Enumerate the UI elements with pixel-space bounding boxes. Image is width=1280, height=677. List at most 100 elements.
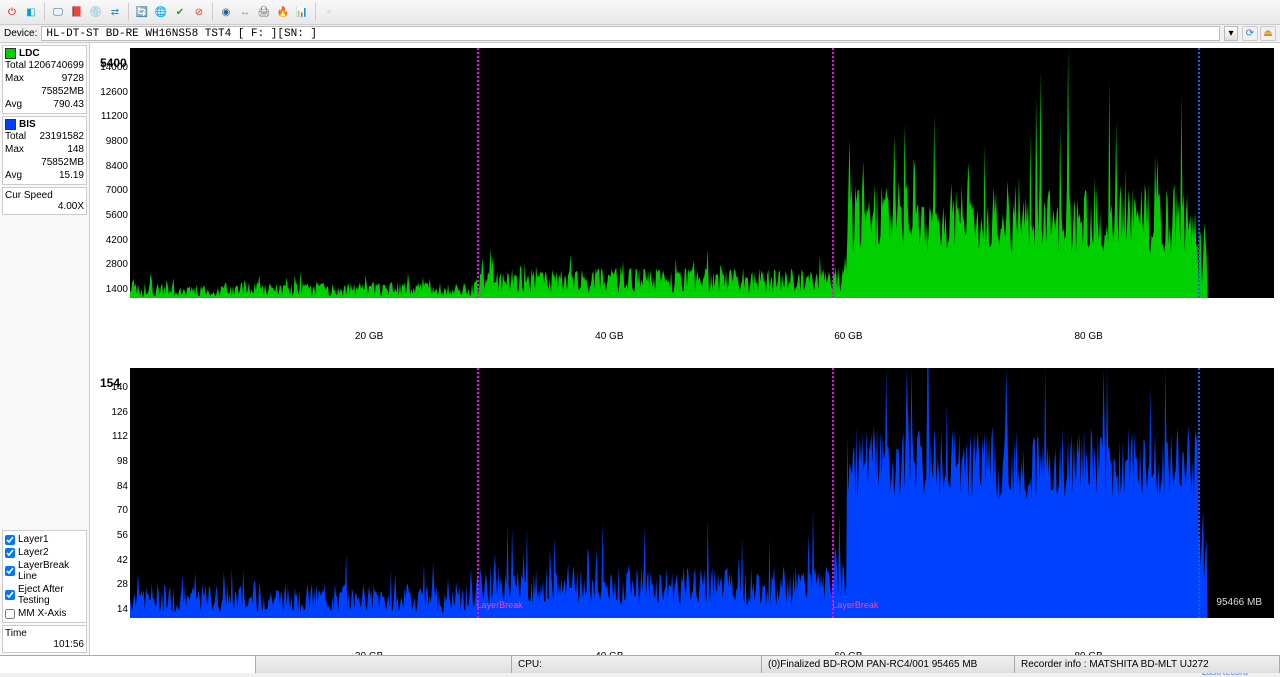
bis-avg: 15.19 — [59, 170, 84, 181]
device-dropdown-icon[interactable]: ▾ — [1224, 26, 1238, 41]
monitor-icon[interactable]: 🖵 — [50, 4, 66, 20]
ytick: 112 — [112, 431, 128, 442]
sidebar: LDC Total1206740699 Max 9728 75852MB Avg 7… — [0, 43, 90, 655]
arrows-icon[interactable]: ↔ — [237, 4, 253, 20]
ytick: 8400 — [106, 161, 128, 172]
bis-chart: 154 14012611298847056422814 LayerBreakLa… — [100, 368, 1274, 668]
ytick: 28 — [117, 579, 128, 590]
ldc-avg-label: Avg — [5, 99, 22, 110]
cpu-label: CPU: — [518, 659, 542, 670]
check-eject-after-testing[interactable]: Eject After Testing — [5, 583, 84, 607]
lastrecord-line — [1198, 368, 1200, 618]
flame-icon[interactable]: 🔥 — [275, 4, 291, 20]
ldc-size: 75852MB — [41, 86, 84, 97]
ldc-plot[interactable] — [130, 48, 1274, 298]
refresh-device-icon[interactable]: ⟳ — [1242, 26, 1258, 41]
bis-yaxis: 14012611298847056422814 — [100, 368, 130, 618]
speed-label: Cur Speed — [5, 190, 84, 201]
ldc-stats: LDC Total1206740699 Max 9728 75852MB Avg 7… — [2, 45, 87, 114]
transfer-icon[interactable]: ⇄ — [107, 4, 123, 20]
layerbreak-label: LayerBreak — [832, 600, 878, 610]
bis-avg-label: Avg — [5, 170, 22, 181]
chart-icon[interactable]: 📊 — [294, 4, 310, 20]
ytick: 14000 — [100, 62, 128, 73]
xtick: 60 GB — [834, 331, 862, 342]
check-icon[interactable]: ✔ — [172, 4, 188, 20]
ytick: 11200 — [101, 111, 128, 122]
ytick: 126 — [111, 407, 128, 418]
xtick: 20 GB — [355, 331, 383, 342]
main: LDC Total1206740699 Max 9728 75852MB Avg 7… — [0, 43, 1280, 655]
charts: 5400 14000126001120098008400700056004200… — [90, 43, 1280, 655]
status-cpu: CPU: — [512, 656, 762, 673]
check-label: Eject After Testing — [18, 584, 84, 606]
check-layerbreak-line[interactable]: LayerBreak Line — [5, 559, 84, 583]
refresh-green-icon[interactable]: 🔄 — [134, 4, 150, 20]
ytick: 7000 — [106, 185, 128, 196]
ytick: 2800 — [106, 259, 128, 270]
ldc-total: 1206740699 — [28, 60, 84, 71]
ytick: 42 — [117, 555, 128, 566]
ldc-name: LDC — [19, 48, 40, 59]
ldc-color-box — [5, 48, 16, 59]
checkbox[interactable] — [5, 609, 15, 619]
globe-icon[interactable]: 🌐 — [153, 4, 169, 20]
circle-blue-icon[interactable]: ◉ — [218, 4, 234, 20]
power-icon[interactable]: ⏻ — [4, 4, 20, 20]
check-mm-x-axis[interactable]: MM X-Axis — [5, 607, 84, 620]
speed-value: 4.00X — [5, 201, 84, 212]
bis-plot[interactable]: LayerBreak LayerBreak 95466 MB — [130, 368, 1274, 618]
book-icon[interactable]: 📕 — [69, 4, 85, 20]
layerbreak-line — [477, 48, 479, 298]
ytick: 1400 — [106, 284, 128, 295]
layerbreak-line — [832, 368, 834, 618]
ytick: 70 — [117, 505, 128, 516]
layerbreak-label: LayerBreak — [477, 600, 523, 610]
checkbox[interactable] — [5, 548, 15, 558]
ldc-max: 9728 — [62, 73, 84, 84]
time-block: Time 101:56 — [2, 625, 87, 653]
checkbox[interactable] — [5, 535, 15, 545]
time-value: 101:56 — [5, 639, 84, 650]
ldc-max-label: Max — [5, 73, 24, 84]
device-field[interactable]: HL-DT-ST BD-RE WH16NS58 TST4 [ F: ][SN: … — [41, 26, 1220, 41]
ldc-avg: 790.43 — [53, 99, 84, 110]
bis-max-label: Max — [5, 144, 24, 155]
ldc-total-label: Total — [5, 60, 26, 71]
checkbox[interactable] — [5, 590, 15, 600]
status-disc-info: (0)Finalized BD-ROM PAN-RC4/001 95465 MB — [762, 656, 1015, 673]
ytick: 56 — [117, 530, 128, 541]
device-label: Device: — [4, 28, 37, 39]
print-icon[interactable]: 🖨 — [256, 4, 272, 20]
cube-icon[interactable]: ◧ — [23, 4, 39, 20]
bis-stats: BIS Total23191582 Max148 75852MB Avg15.1… — [2, 116, 87, 185]
bis-name: BIS — [19, 119, 36, 130]
check-layer1[interactable]: Layer1 — [5, 533, 84, 546]
cancel-icon[interactable]: ⊘ — [191, 4, 207, 20]
check-layer2[interactable]: Layer2 — [5, 546, 84, 559]
ytick: 84 — [117, 481, 128, 492]
device-text: HL-DT-ST BD-RE WH16NS58 TST4 [ F: ][SN: … — [46, 28, 317, 40]
bis-total: 23191582 — [40, 131, 85, 142]
disabled-icon[interactable]: ▫ — [321, 4, 337, 20]
ytick: 4200 — [106, 235, 128, 246]
bis-max: 148 — [67, 144, 84, 155]
toolbar: ⏻◧ 🖵📕💿⇄ 🔄🌐✔⊘ ◉↔🖨🔥📊 ▫ — [0, 0, 1280, 25]
ldc-chart: 5400 14000126001120098008400700056004200… — [100, 48, 1274, 348]
eject-icon[interactable]: ⏏ — [1260, 26, 1276, 41]
checks: Layer1Layer2LayerBreak LineEject After T… — [2, 530, 87, 623]
status-bar: CPU: (0)Finalized BD-ROM PAN-RC4/001 954… — [0, 655, 1280, 673]
layerbreak-line — [832, 48, 834, 298]
time-label: Time — [5, 628, 84, 639]
status-blank — [256, 656, 512, 673]
xtick: 40 GB — [595, 331, 623, 342]
bis-color-box — [5, 119, 16, 130]
disc-icon[interactable]: 💿 — [88, 4, 104, 20]
device-bar: Device: HL-DT-ST BD-RE WH16NS58 TST4 [ F… — [0, 25, 1280, 43]
mb-label: 95466 MB — [1216, 597, 1262, 608]
check-label: MM X-Axis — [18, 608, 66, 619]
checkbox[interactable] — [5, 566, 15, 576]
layerbreak-line — [477, 368, 479, 618]
ldc-yaxis: 1400012600112009800840070005600420028001… — [100, 48, 130, 298]
ytick: 140 — [111, 382, 128, 393]
